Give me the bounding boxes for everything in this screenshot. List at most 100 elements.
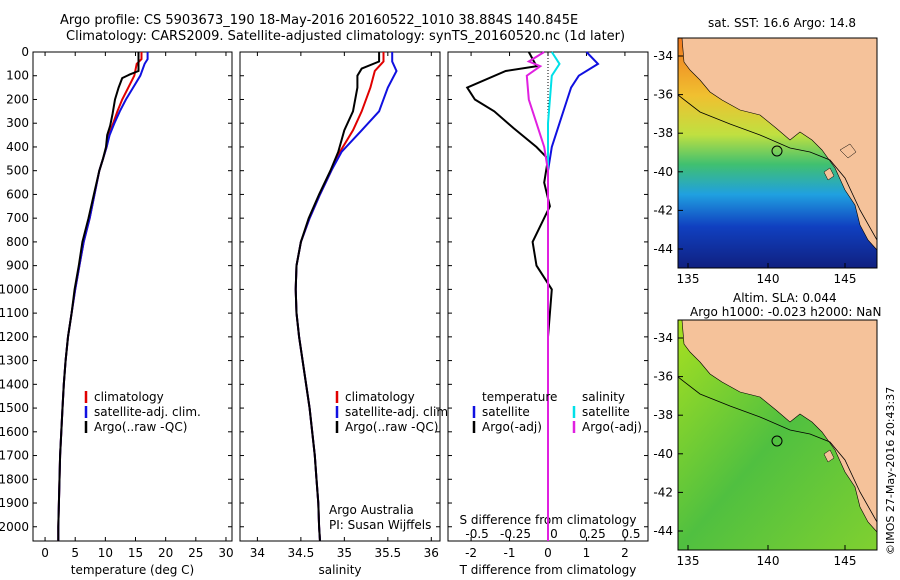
x-tick-label: 35 (337, 546, 352, 560)
legend-label: climatology (94, 390, 164, 404)
lat-tick-label: -44 (653, 242, 673, 256)
annotation-text: Argo Australia (329, 503, 414, 517)
salinity-frame (239, 51, 441, 542)
y-tick-label: 1400 (0, 377, 29, 391)
y-tick-label: 0 (21, 45, 29, 59)
sst-map (677, 37, 878, 269)
series-line-argo-raw-qc- (294, 52, 381, 542)
land-mass (681, 38, 877, 251)
series-line-t-argo-adj- (465, 51, 553, 541)
y-tick-label: 100 (6, 69, 29, 83)
y-tick-label: 1500 (0, 401, 29, 415)
series-line-s-argo-adj- (525, 51, 549, 541)
sla-map-title: Altim. SLA: 0.044 (733, 291, 837, 305)
y-tick-label: 1300 (0, 354, 29, 368)
y-tick-label: 400 (6, 140, 29, 154)
figure-subtitle: Climatology: CARS2009. Satellite-adjuste… (66, 29, 626, 44)
x-tick-label: 5 (71, 546, 79, 560)
map-frame (677, 319, 878, 551)
y-tick-label: 700 (6, 211, 29, 225)
legend-label: Argo(..raw -QC) (94, 420, 187, 434)
legend-label: satellite (582, 405, 630, 419)
legend-label: climatology (345, 390, 415, 404)
y-tick-label: 1700 (0, 449, 29, 463)
y-tick-label: 800 (6, 235, 29, 249)
y-tick-label: 200 (6, 92, 29, 106)
x-axis-label: temperature (deg C) (71, 563, 194, 577)
legend-label: Argo(..raw -QC) (345, 420, 438, 434)
legend-label: Argo(-adj) (582, 420, 642, 434)
lon-tick-label: 145 (834, 272, 857, 286)
series-line-t-satellite (547, 51, 600, 541)
x-top-tick-label: -0.5 (465, 527, 488, 541)
legend-label: Argo(-adj) (482, 420, 542, 434)
lat-tick-label: -34 (653, 331, 673, 345)
lat-tick-label: -36 (653, 88, 673, 102)
lon-tick-label: 145 (834, 554, 857, 568)
y-tick-label: 600 (6, 187, 29, 201)
legend-label: temperature (482, 390, 557, 404)
figure-title: Argo profile: CS 5903673_190 18-May-2016… (60, 13, 579, 28)
x-top-tick-label: 0.25 (579, 527, 606, 541)
lat-tick-label: -42 (653, 485, 673, 499)
land-mass (681, 320, 877, 533)
lat-tick-label: -38 (653, 126, 673, 140)
x-tick-label: 34 (250, 546, 265, 560)
legend-label: satellite-adj. clim. (94, 405, 201, 419)
sst-map-title: sat. SST: 16.6 Argo: 14.8 (708, 16, 857, 30)
y-tick-label: 1900 (0, 496, 29, 510)
salinity-panel: 34 34.5 35 35.5 36 salinity climatologysatelli… (239, 51, 452, 577)
temperature-frame (32, 51, 233, 542)
lat-tick-label: -44 (653, 524, 673, 538)
legend-label: satellite (482, 405, 530, 419)
x-axis-label: salinity (318, 563, 361, 577)
map-frame (677, 37, 878, 269)
temperature-panel: 0100200300400500600700800900100011001200… (0, 45, 234, 577)
x-tick-label: 30 (218, 546, 233, 560)
x-axis-label: T difference from climatology (459, 563, 637, 577)
y-tick-label: 1600 (0, 425, 29, 439)
x-tick-label: 0 (41, 546, 49, 560)
y-tick-label: 2000 (0, 520, 29, 534)
legend-label: satellite-adj. clim. (345, 405, 452, 419)
lat-tick-label: -42 (653, 203, 673, 217)
x-tick-label: -1 (504, 546, 516, 560)
x-tick-label: 2 (621, 546, 629, 560)
argo-location-marker (771, 145, 783, 157)
x-tick-label: 1 (583, 546, 591, 560)
x-top-tick-label: 0.5 (621, 527, 640, 541)
x-top-tick-label: 0 (550, 527, 558, 541)
lon-tick-label: 135 (677, 272, 700, 286)
lat-tick-label: -38 (653, 408, 673, 422)
lon-tick-label: 140 (757, 272, 780, 286)
shelf-contour (678, 376, 877, 523)
x-tick-label: 10 (98, 546, 113, 560)
x-top-tick-label: -0.25 (500, 527, 531, 541)
y-tick-label: 1100 (0, 306, 29, 320)
lon-tick-label: 135 (677, 554, 700, 568)
x-tick-label: 15 (128, 546, 143, 560)
lat-tick-label: -36 (653, 370, 673, 384)
island (839, 143, 857, 159)
shelf-contour (678, 94, 877, 241)
x-tick-label: 25 (188, 546, 203, 560)
island (823, 167, 835, 181)
y-tick-label: 500 (6, 164, 29, 178)
argo-location-marker (771, 435, 783, 447)
y-tick-label: 300 (6, 116, 29, 130)
sla-map-subtitle: Argo h1000: -0.023 h2000: NaN (690, 305, 882, 319)
y-tick-label: 1800 (0, 472, 29, 486)
annotation-text: PI: Susan Wijffels (329, 518, 431, 532)
x-tick-label: 36 (424, 546, 439, 560)
sla-map (677, 319, 878, 551)
y-tick-label: 1000 (0, 282, 29, 296)
x-tick-label: 34.5 (288, 546, 315, 560)
island (823, 449, 835, 463)
y-tick-label: 1200 (0, 330, 29, 344)
legend-label: salinity (582, 390, 625, 404)
lat-tick-label: -34 (653, 49, 673, 63)
x-tick-label: 20 (158, 546, 173, 560)
x-tick-label: 0 (544, 546, 552, 560)
